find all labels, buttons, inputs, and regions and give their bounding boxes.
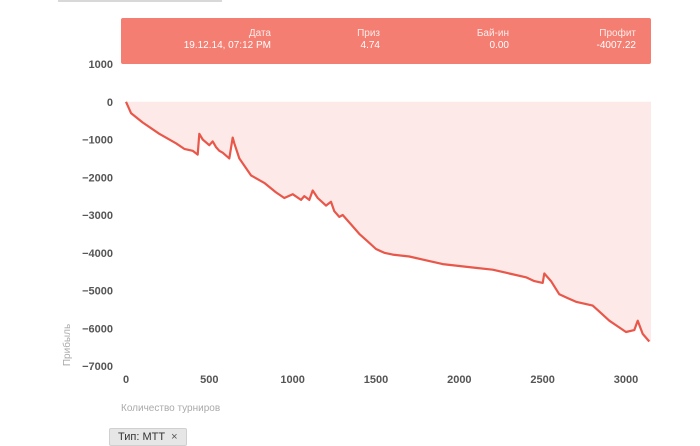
y-tick-label: −2000 [82, 172, 113, 184]
tooltip-date: Дата 19.12.14, 07:12 PM [184, 28, 271, 52]
tooltip-buyin-value: 0.00 [489, 40, 509, 51]
top-strip [58, 0, 222, 2]
x-axis-title: Количество турниров [121, 403, 220, 414]
y-tick-label: −7000 [82, 361, 113, 373]
close-icon[interactable]: × [171, 431, 178, 443]
y-axis-title: Прибыль [61, 324, 73, 366]
y-axis-ticks: 1000 0 −1000 −2000 −3000 −4000 −5000 −6000 −7000 [82, 59, 113, 373]
y-tick-label: −4000 [82, 248, 113, 260]
y-tick-label: 1000 [89, 59, 113, 71]
x-tick-label: 1000 [280, 374, 304, 386]
filter-chip-type[interactable]: Тип: MTT × [109, 428, 187, 446]
tooltip-date-value: 19.12.14, 07:12 PM [183, 40, 271, 51]
profit-area [126, 101, 651, 342]
x-tick-label: 2000 [447, 374, 471, 386]
tooltip-buyin: Бай-ин 0.00 [477, 28, 509, 52]
y-tick-label: −5000 [82, 286, 113, 298]
tooltip-prize-value: 4.74 [360, 40, 380, 51]
x-tick-label: 500 [200, 374, 218, 386]
tooltip-profit: Профит -4007.22 [597, 28, 636, 52]
filter-chip-label: Тип: MTT [118, 431, 166, 443]
x-tick-label: 2500 [530, 374, 554, 386]
profit-line [124, 101, 651, 343]
tooltip-profit-label: Профит [599, 28, 636, 39]
tooltip-profit-value: -4007.22 [596, 40, 636, 51]
y-tick-label: −1000 [82, 135, 113, 147]
tooltip-prize: Приз 4.74 [357, 28, 380, 52]
y-tick-label: −6000 [82, 323, 113, 335]
x-axis-ticks: 0 500 1000 1500 2000 2500 3000 [123, 374, 638, 386]
point-tooltip: Дата 19.12.14, 07:12 PM Приз 4.74 Бай-ин… [121, 18, 651, 64]
x-tick-label: 1500 [364, 374, 388, 386]
y-tick-label: −3000 [82, 210, 113, 222]
x-tick-label: 3000 [614, 374, 638, 386]
y-tick-label: 0 [107, 97, 113, 109]
tooltip-buyin-label: Бай-ин [476, 28, 509, 39]
tooltip-prize-label: Приз [357, 28, 380, 39]
x-tick-label: 0 [123, 374, 129, 386]
tooltip-date-label: Дата [248, 28, 271, 39]
